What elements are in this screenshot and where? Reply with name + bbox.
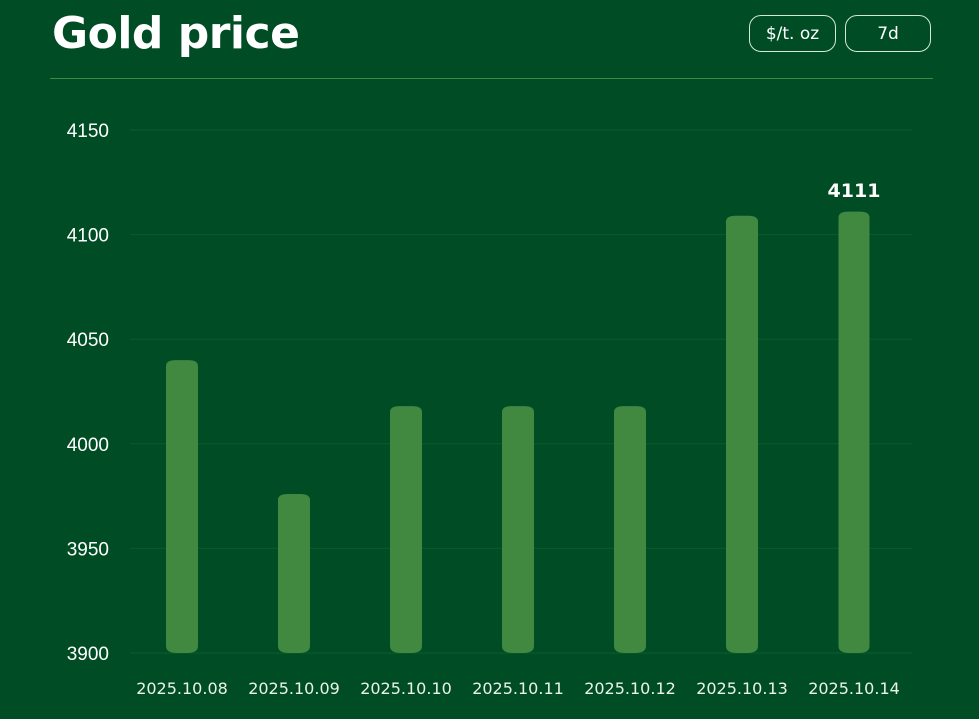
y-tick-label: 4150: [67, 121, 109, 142]
bar-2025.10.08[interactable]: [166, 360, 198, 653]
bar-2025.10.11[interactable]: [502, 406, 534, 653]
x-tick-label: 2025.10.08: [136, 679, 228, 698]
x-axis-labels: 2025.10.08 2025.10.09 2025.10.10 2025.10.11…: [136, 679, 900, 698]
bar-2025.10.14[interactable]: [838, 211, 870, 653]
y-tick-label: 4100: [67, 226, 109, 247]
x-tick-label: 2025.10.13: [696, 679, 788, 698]
bar-2025.10.10[interactable]: [390, 406, 422, 653]
y-axis-ticks: 3900 3950 4000 4050 4100 4150: [67, 121, 109, 665]
page-title: Gold price: [52, 8, 300, 59]
x-tick-label: 2025.10.12: [584, 679, 676, 698]
unit-selector-button[interactable]: $/t. oz: [749, 15, 836, 52]
bar-2025.10.13[interactable]: [726, 215, 758, 653]
header-divider: [50, 78, 933, 79]
y-tick-label: 3900: [67, 644, 109, 665]
latest-value-label: 4111: [828, 180, 881, 202]
x-tick-label: 2025.10.11: [472, 679, 564, 698]
x-tick-label: 2025.10.10: [360, 679, 452, 698]
bar-2025.10.09[interactable]: [278, 494, 310, 653]
y-tick-label: 3950: [67, 539, 109, 560]
y-tick-label: 4000: [67, 435, 109, 456]
annotations: 4111: [828, 180, 881, 202]
y-tick-label: 4050: [67, 330, 109, 351]
range-selector-button[interactable]: 7d: [845, 15, 931, 52]
x-tick-label: 2025.10.09: [248, 679, 340, 698]
bars: [166, 211, 870, 653]
x-tick-label: 2025.10.14: [808, 679, 900, 698]
bar-2025.10.12[interactable]: [614, 406, 646, 653]
